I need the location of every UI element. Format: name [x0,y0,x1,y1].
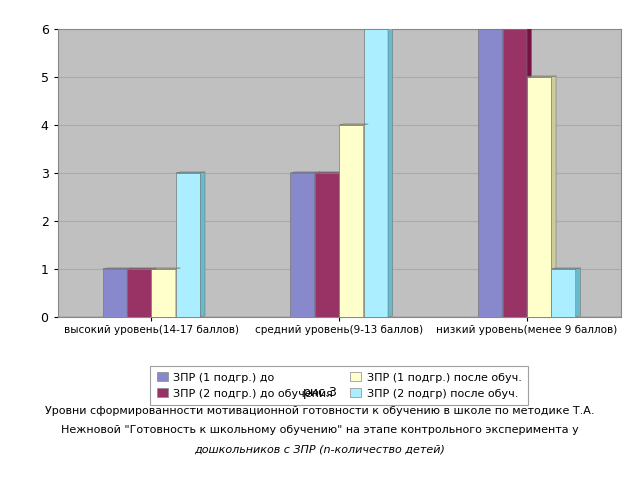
Polygon shape [502,28,532,29]
Polygon shape [315,172,344,173]
Bar [127,269,152,317]
Polygon shape [364,28,393,29]
Bar [176,173,200,317]
Text: Уровни сформированности мотивационной готовности к обучению в школе по методике : Уровни сформированности мотивационной го… [45,406,595,416]
Polygon shape [551,76,556,317]
Polygon shape [364,124,368,317]
Polygon shape [527,28,532,317]
Bar [478,29,502,317]
Polygon shape [339,172,344,317]
Polygon shape [127,268,156,269]
Text: рис.3: рис.3 [303,386,337,399]
Bar [502,29,527,317]
Bar [152,269,176,317]
Bar [291,173,315,317]
Polygon shape [200,172,205,317]
Polygon shape [551,268,580,269]
Text: Нежновой "Готовность к школьному обучению" на этапе контрольного эксперимента у: Нежновой "Готовность к школьному обучени… [61,425,579,435]
Bar [315,173,339,317]
Bar [364,29,388,317]
Bar [527,77,551,317]
Polygon shape [176,172,205,173]
Bar [339,125,364,317]
Polygon shape [102,268,132,269]
Polygon shape [176,268,180,317]
Polygon shape [315,172,319,317]
Polygon shape [339,124,368,125]
Polygon shape [502,28,508,317]
Polygon shape [478,28,508,29]
Text: дошкольников с ЗПР (n-количество детей): дошкольников с ЗПР (n-количество детей) [195,444,445,454]
Bar [551,269,576,317]
Polygon shape [291,172,319,173]
Polygon shape [127,268,132,317]
Polygon shape [576,268,580,317]
Polygon shape [152,268,156,317]
Bar [102,269,127,317]
Legend: ЗПР (1 подгр.) до, ЗПР (2 подгр.) до обучения, ЗПР (1 подгр.) после обуч., ЗПР (: ЗПР (1 подгр.) до, ЗПР (2 подгр.) до обу… [150,366,528,405]
Polygon shape [388,28,393,317]
Polygon shape [152,268,180,269]
Polygon shape [527,76,556,77]
